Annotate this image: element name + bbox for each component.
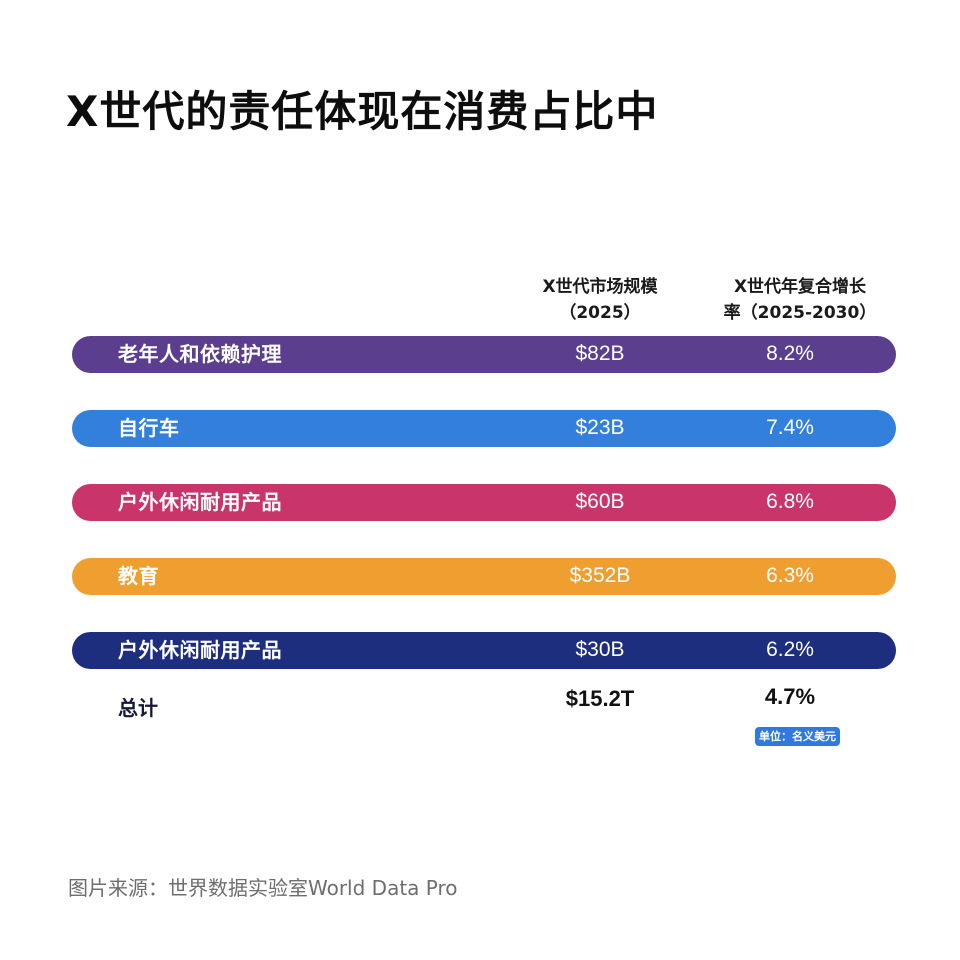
table-row: 户外休闲耐用产品 $30B 6.2% [72,632,896,669]
row-cagr: 6.8% [766,490,814,513]
table-row: 老年人和依赖护理 $82B 8.2% [72,336,896,373]
row-cagr: 8.2% [766,342,814,365]
column-header-market-size: X世代市场规模 （2025） [510,274,690,326]
column-header-market-size-line1: X世代市场规模 [542,277,658,297]
page-title: X世代的责任体现在消费占比中 [66,87,659,136]
row-market-size: $60B [575,490,625,513]
column-header-cagr: X世代年复合增长 率（2025-2030） [690,274,910,326]
total-label: 总计 [118,696,158,720]
row-market-size: $30B [575,638,625,661]
row-market-size: $82B [575,342,625,365]
row-label: 户外休闲耐用产品 [118,638,282,662]
column-header-cagr-line1: X世代年复合增长 [733,277,867,297]
total-market-size: $15.2T [565,686,635,711]
total-cagr: 4.7% [764,684,816,709]
row-cagr: 7.4% [766,416,814,439]
unit-badge: 单位：名义美元 [755,727,840,746]
row-label: 自行车 [118,416,180,440]
row-label: 户外休闲耐用产品 [118,490,282,514]
column-header-cagr-line2: 率（2025-2030） [723,303,877,323]
row-market-size: $23B [575,416,625,439]
row-label: 教育 [118,564,159,588]
column-header-market-size-line2: （2025） [559,303,641,323]
row-cagr: 6.3% [766,564,814,587]
table-row: 自行车 $23B 7.4% [72,410,896,447]
source-caption: 图片来源：世界数据实验室World Data Pro [68,876,458,900]
table-row: 教育 $352B 6.3% [72,558,896,595]
row-market-size: $352B [569,564,631,587]
row-cagr: 6.2% [766,638,814,661]
table-row: 户外休闲耐用产品 $60B 6.8% [72,484,896,521]
row-label: 老年人和依赖护理 [118,342,282,366]
